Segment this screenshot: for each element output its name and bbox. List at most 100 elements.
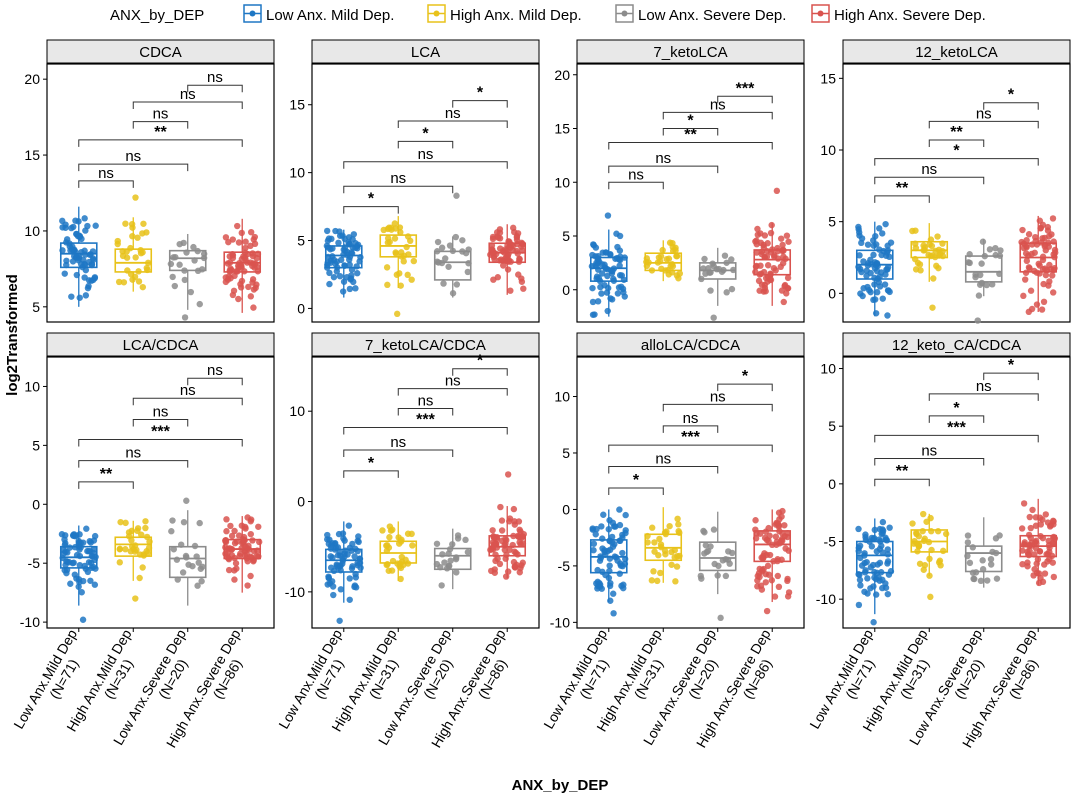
box-group-1 [855,518,895,626]
data-point [928,546,935,554]
data-point [934,528,942,535]
data-point [989,548,996,556]
data-point [351,553,358,560]
data-point [590,547,597,554]
data-point [68,246,76,253]
data-point [657,253,665,260]
data-point [1027,534,1035,542]
significance-label: ns [207,69,223,86]
data-point [719,557,727,564]
significance-bracket-6: * [452,353,508,376]
data-point [242,244,249,252]
panel-title: 7_ketoLCA/CDCA [365,337,486,354]
data-point [1041,570,1049,577]
data-point [867,288,874,296]
data-point [242,256,249,263]
panel-title: 7_ketoLCA [653,44,727,61]
data-point [928,528,935,535]
data-point [171,282,179,290]
data-point [887,568,895,575]
data-point [229,236,236,243]
data-point [589,298,597,306]
data-point [383,547,391,555]
data-point [335,239,342,247]
data-point [441,559,448,566]
data-point [346,285,354,293]
data-point [1020,244,1027,252]
data-point [506,546,513,554]
data-point [61,541,69,549]
data-point [235,239,243,246]
box-group-2 [114,194,153,292]
data-point [983,281,990,289]
data-point [135,268,142,275]
data-point [592,262,599,269]
data-point [981,252,988,260]
bracket-line [397,120,508,129]
data-point [1023,236,1030,244]
box-group-4 [752,187,792,306]
data-point [497,245,504,252]
data-point [235,295,242,303]
significance-bracket-1: ** [874,463,930,487]
data-point [129,543,136,550]
data-point [336,228,343,235]
data-point [873,548,880,555]
data-point [861,550,868,557]
data-point [930,275,937,282]
significance-label: ns [153,403,169,420]
bracket-line [608,165,719,174]
data-point [396,560,404,567]
data-point [136,574,143,582]
data-point [144,266,151,274]
data-point [715,265,723,273]
data-point [177,541,185,548]
y-tick-label: 0 [828,476,836,492]
data-point [935,264,942,272]
data-point [238,277,246,285]
data-point [509,224,517,232]
y-tick-label: 10 [554,174,570,190]
data-point [673,563,681,570]
data-point [225,273,232,280]
y-tick-label: 0 [562,282,570,298]
data-point [445,263,452,270]
data-point [139,230,146,237]
data-point [498,527,506,534]
bracket-line [78,481,134,489]
data-point [771,251,778,259]
data-point [91,532,99,540]
data-point [88,261,96,269]
data-point [767,229,775,237]
data-point [490,541,498,548]
data-point [434,248,441,255]
bracket-line [78,163,189,172]
data-point [979,557,986,564]
box [59,242,98,269]
data-point [69,258,77,265]
panel-frame [842,63,1071,323]
box [168,545,207,579]
data-point [909,520,916,527]
data-point [1031,249,1038,256]
data-point [856,252,863,259]
significance-bracket-4: ns [132,403,189,427]
data-point [84,568,92,576]
data-point [123,254,131,261]
significance-bracket-3: ** [78,124,243,147]
data-point [780,247,787,254]
bracket-line [343,470,399,478]
significance-bracket-5: ns [662,96,773,120]
data-point [920,566,927,573]
significance-bracket-6: * [983,357,1039,381]
box-group-2 [379,216,418,318]
data-point [81,215,88,222]
data-point [621,254,628,261]
data-point [879,526,886,533]
data-point [873,241,880,248]
data-point [452,233,460,241]
data-point [856,229,863,236]
data-point [509,541,516,549]
panel-strip [46,332,275,357]
